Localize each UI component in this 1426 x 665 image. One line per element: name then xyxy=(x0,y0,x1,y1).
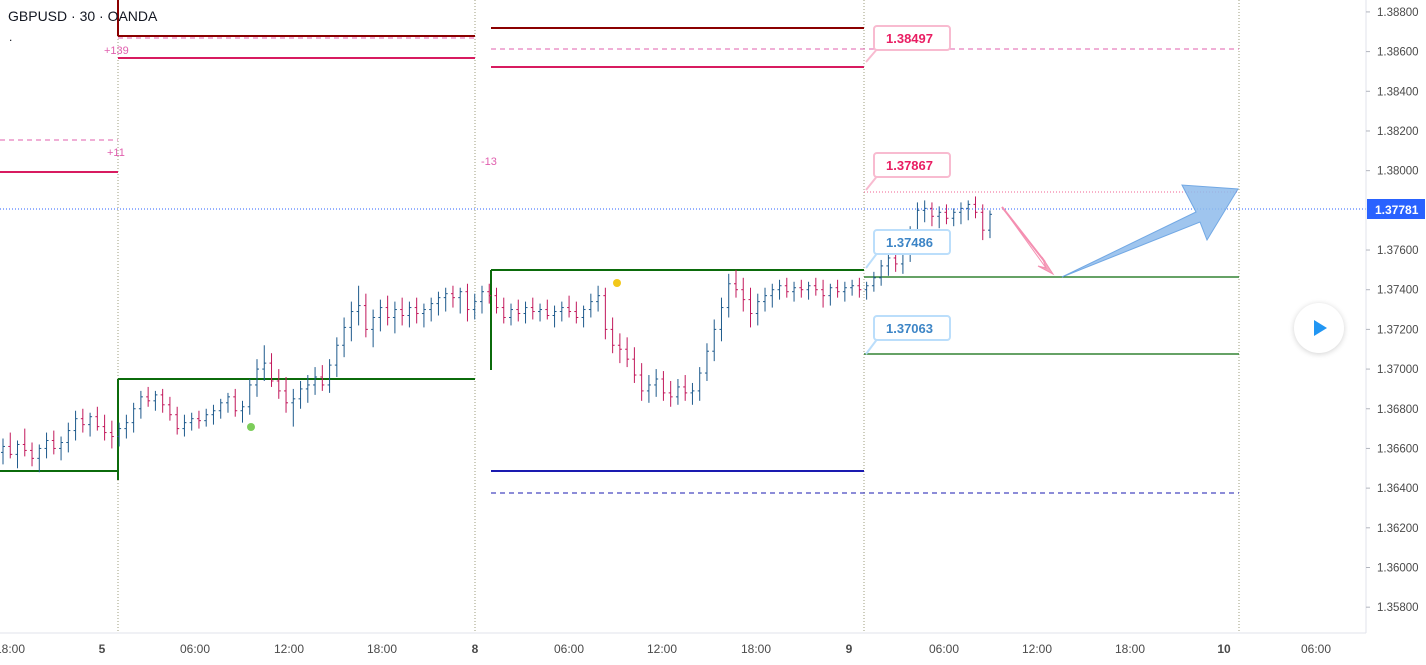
y-tick-label: 1.38200 xyxy=(1377,126,1419,138)
x-tick-label: 5 xyxy=(99,642,106,656)
blue-up-arrow xyxy=(1061,184,1239,278)
x-tick-label: 9 xyxy=(846,642,853,656)
y-tick-label: 1.37200 xyxy=(1377,324,1419,336)
play-button[interactable] xyxy=(1294,303,1344,353)
y-tick-label: 1.36600 xyxy=(1377,443,1419,455)
y-tick-label: 1.38800 xyxy=(1377,7,1419,19)
status-dot: . xyxy=(9,30,13,44)
price-callout-box xyxy=(873,315,951,341)
pink-arrow-shaft xyxy=(1001,206,1046,263)
x-tick-label: 18:00 xyxy=(741,642,771,656)
price-callout-label: 1.37867 xyxy=(886,158,933,173)
price-callout-box xyxy=(873,25,951,51)
x-tick-label: 06:00 xyxy=(554,642,584,656)
x-tick-label: 18:00 xyxy=(367,642,397,656)
x-tick-label: 12:00 xyxy=(1022,642,1052,656)
level-annotation: +11 xyxy=(107,147,125,159)
y-tick-label: 1.36000 xyxy=(1377,562,1419,574)
price-callout-label: 1.37486 xyxy=(886,235,933,250)
y-tick-label: 1.38400 xyxy=(1377,86,1419,98)
x-tick-label: 06:00 xyxy=(1301,642,1331,656)
y-tick-label: 1.36200 xyxy=(1377,523,1419,535)
current-price-label: 1.37781 xyxy=(1375,203,1419,217)
x-tick-label: 12:00 xyxy=(274,642,304,656)
price-callout-box xyxy=(873,229,951,255)
x-tick-label: 18:00 xyxy=(0,642,25,656)
price-callout-label: 1.37063 xyxy=(886,321,933,336)
x-tick-label: 12:00 xyxy=(647,642,677,656)
y-tick-label: 1.35800 xyxy=(1377,602,1419,614)
symbol-title[interactable]: GBPUSD · 30 · OANDA xyxy=(8,8,158,24)
y-tick-label: 1.37600 xyxy=(1377,245,1419,257)
y-tick-label: 1.38600 xyxy=(1377,47,1419,59)
y-tick-label: 1.36800 xyxy=(1377,404,1419,416)
y-tick-label: 1.37000 xyxy=(1377,364,1419,376)
y-tick-label: 1.36400 xyxy=(1377,483,1419,495)
pink-down-arrow xyxy=(1001,206,1055,276)
x-tick-label: 06:00 xyxy=(180,642,210,656)
green-dot-marker xyxy=(247,423,255,431)
x-tick-label: 8 xyxy=(472,642,479,656)
level-annotation: +139 xyxy=(104,45,129,57)
yellow-dot-marker xyxy=(613,279,621,287)
current-price-tag xyxy=(1367,199,1425,219)
play-icon xyxy=(1314,320,1327,336)
x-tick-label: 18:00 xyxy=(1115,642,1145,656)
y-tick-label: 1.37400 xyxy=(1377,285,1419,297)
x-tick-label: 10 xyxy=(1217,642,1231,656)
level-annotation: -13 xyxy=(481,156,497,168)
y-tick-label: 1.38000 xyxy=(1377,166,1419,178)
price-callout-box xyxy=(873,152,951,178)
price-callout-label: 1.38497 xyxy=(886,31,933,46)
x-tick-label: 06:00 xyxy=(929,642,959,656)
